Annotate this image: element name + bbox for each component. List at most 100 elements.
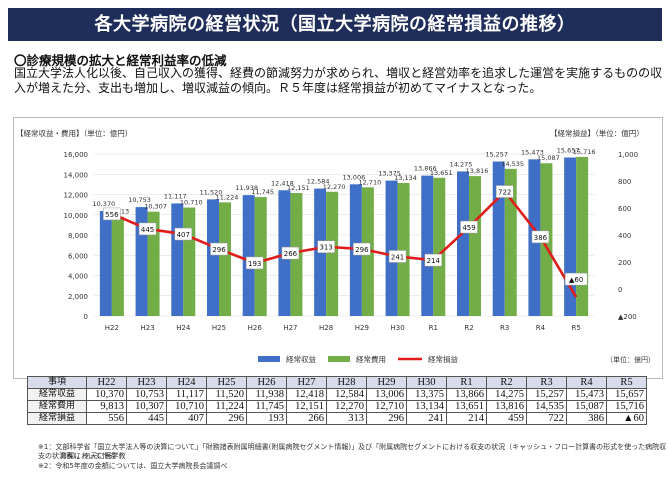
right-tick-label: 800 [618,178,631,186]
revenue-value-label: 11,117 [164,192,187,200]
table-header-year: H26 [246,376,287,389]
x-tick-label: R2 [464,324,473,332]
table-cell: 11,520 [206,388,247,401]
x-tick-label: R1 [429,324,438,332]
table-header-year: H25 [206,376,247,389]
table-cell: 241 [406,412,447,425]
table-cell: 11,745 [246,400,287,413]
table-row: 経常収益 10,370 10,753 11,117 11,520 11,938 12,418… [27,388,647,401]
table-cell: 556 [86,412,127,425]
expense-bar [183,207,196,316]
table-cell: 15,657 [606,388,647,401]
revenue-bar [457,171,469,316]
right-tick-label: 0 [618,286,622,294]
expense-value-label: 10,307 [144,203,167,211]
chart-frame: 【経常収益・費用】（単位：億円） 【経常損益】（単位：億円） 0 2,000 4,000… [13,117,663,379]
table-header-year: H23 [126,376,167,389]
description: 国立大学法人化以後、自己収入の獲得、経費の節減努力が求められ、増収と経営効率を追… [14,66,663,95]
table-header-year: R2 [486,376,527,389]
left-tick-label: 0 [84,313,88,321]
expense-bar [576,156,589,316]
table-header-label: 事項 [27,376,87,389]
left-tick-label: 10,000 [64,212,89,220]
x-tick-label: R4 [536,324,546,332]
table-cell: 11,117 [166,388,207,401]
table-header-year: H29 [366,376,407,389]
expense-bar [111,216,124,316]
revenue-bar [492,161,505,316]
profit-value-label: 407 [177,231,190,239]
page-title: 各大学病院の経営状況（国立大学病院の経常損益の推移） [8,8,662,41]
x-tick-label: R3 [500,324,509,332]
profit-value-label: 241 [391,253,404,261]
revenue-bar [99,211,112,316]
table-cell: 407 [166,412,207,425]
revenue-value-label: 13,006 [342,173,365,181]
data-table: 事項 H22 H23 H24 H25 H26 H27 H28 H29 H30 R1 R2 R3 R4 R5 … [27,376,647,425]
table-cell: 9,813 [86,400,127,413]
expense-value-label: 14,535 [501,160,524,168]
table-cell: 14,275 [486,388,527,401]
revenue-value-label: 12,584 [307,178,330,186]
profit-point [245,256,264,270]
right-tick-label: 1,000 [618,151,638,159]
expense-bar [254,197,267,316]
expense-bar [326,191,339,316]
revenue-value-label: 15,657 [557,146,580,154]
table-cell: 13,134 [406,400,447,413]
note-2: ※2：令和5年度の金額については、国立大学病院長会議調べ [38,462,228,470]
table-cell: 386 [566,412,607,425]
expense-bar [219,202,231,316]
table-cell: 11,224 [206,400,247,413]
table-header-year: R1 [446,376,487,389]
left-tick-label: 2,000 [68,293,88,301]
expense-value-label: 15,716 [573,148,596,156]
table-cell: 313 [326,412,367,425]
headline: 〇診療規模の拡大と経常利益率の低減 [14,53,227,68]
profit-value-label: 386 [534,234,548,242]
profit-point [138,222,157,236]
chart: 【経常収益・費用】（単位：億円） 【経常損益】（単位：億円） 0 2,000 4,000… [16,128,655,364]
x-tick-label: H25 [212,324,226,332]
table-cell: 13,651 [446,400,487,413]
left-tick-label: 8,000 [68,232,88,240]
expense-value-label: 13,134 [394,174,417,182]
table-cell: 13,006 [366,388,407,401]
profit-value-label: 722 [498,189,511,197]
table-header-year: H24 [166,376,207,389]
table-cell: 10,307 [126,400,167,413]
expense-value-label: 11,224 [216,193,239,201]
profit-point [564,272,588,286]
table-cell: 12,710 [366,400,407,413]
expense-bar [147,211,160,316]
profit-value-label: 266 [284,250,298,258]
profit-point [460,220,478,234]
table-header-year: H30 [406,376,447,389]
profit-point [495,185,514,198]
expense-value-label: 13,816 [466,167,489,175]
revenue-bar [171,203,184,316]
table-cell: 12,584 [326,388,367,401]
right-tick-label: ▲200 [618,313,637,321]
table-row: 経常費用 9,813 10,307 10,710 11,224 11,745 12,151 1… [27,400,647,413]
profit-value-label: 214 [427,257,441,265]
table-cell: 214 [446,412,487,425]
right-tick-label: 600 [618,205,631,213]
profit-value-label: 556 [105,211,119,219]
left-tick-label: 16,000 [64,151,89,159]
x-tick-label: R5 [571,324,580,332]
revenue-value-label: 10,753 [128,196,151,204]
table-cell: 10,370 [86,388,127,401]
right-axis-title: 【経常損益】（単位：億円） [550,128,644,138]
expense-value-label: 10,710 [180,199,203,207]
revenue-bar [242,195,255,316]
profit-value-label: 296 [212,246,226,254]
revenue-value-label: 15,257 [485,151,508,159]
table-cell: 266 [286,412,327,425]
table-cell: ▲60 [606,412,647,425]
table-cell: 445 [126,412,167,425]
profit-point [317,240,335,253]
legend-swatch-revenue [258,356,280,362]
table-cell: 193 [246,412,287,425]
profit-value-label: 193 [248,260,261,268]
